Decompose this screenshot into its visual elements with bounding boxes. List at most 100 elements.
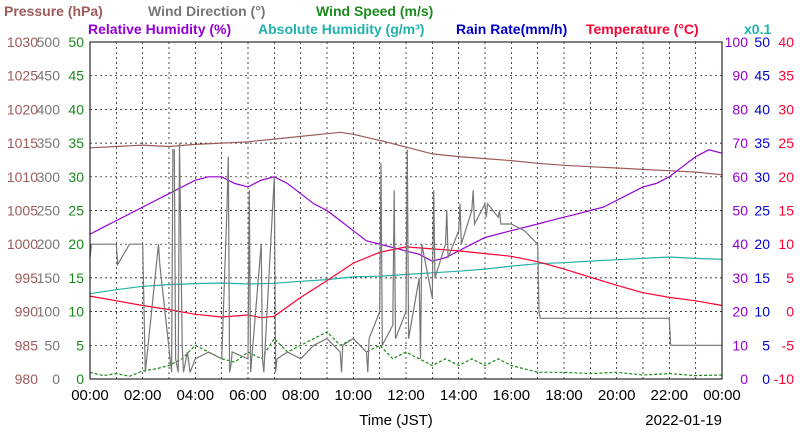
- title-wind_speed: Wind Speed (m/s): [316, 3, 433, 19]
- ytick-pressure: 990: [15, 304, 39, 320]
- title-pressure: Pressure (hPa): [4, 3, 103, 19]
- ytick-wind_speed: 5: [76, 337, 84, 353]
- right-axes: 0102030405060708090100051015202530354045…: [725, 34, 795, 387]
- ytick-wind_speed: 25: [68, 203, 84, 219]
- ytick-rain: 45: [754, 68, 770, 84]
- xtick: 10:00: [335, 387, 373, 404]
- xtick: 14:00: [440, 387, 478, 404]
- xtick: 16:00: [493, 387, 531, 404]
- grid: [90, 42, 722, 379]
- ytick-rel_hum: 60: [732, 169, 748, 185]
- ytick-rain: 25: [754, 203, 770, 219]
- ytick-rel_hum: 80: [732, 101, 748, 117]
- ytick-temp: -10: [774, 371, 794, 387]
- ytick-rain: 50: [754, 34, 770, 50]
- ytick-wind_speed: 10: [68, 304, 84, 320]
- xtick: 02:00: [124, 387, 162, 404]
- ytick-temp: 35: [778, 68, 794, 84]
- ytick-pressure: 1025: [7, 68, 38, 84]
- ytick-rel_hum: 0: [740, 371, 748, 387]
- ytick-temp: 15: [778, 203, 794, 219]
- ytick-temp: 25: [778, 135, 794, 151]
- ytick-pressure: 1030: [7, 34, 38, 50]
- plot-frame: [89, 41, 723, 380]
- ytick-pressure: 1020: [7, 101, 38, 117]
- ytick-wind_speed: 30: [68, 169, 84, 185]
- ytick-wind_dir: 100: [37, 304, 61, 320]
- ytick-wind_speed: 0: [76, 371, 84, 387]
- chart-titles: Pressure (hPa) Wind Direction (°) Wind Spe…: [4, 3, 771, 37]
- ytick-rain: 40: [754, 101, 770, 117]
- ytick-rain: 30: [754, 169, 770, 185]
- ytick-pressure: 1000: [7, 236, 38, 252]
- ytick-wind_dir: 400: [37, 101, 61, 117]
- ytick-wind_speed: 45: [68, 68, 84, 84]
- ytick-wind_dir: 0: [52, 371, 60, 387]
- x-axis-label: Time (JST): [359, 412, 433, 429]
- ytick-rain: 15: [754, 270, 770, 286]
- ytick-pressure: 1010: [7, 169, 38, 185]
- ytick-wind_dir: 150: [37, 270, 61, 286]
- ytick-rel_hum: 20: [732, 304, 748, 320]
- date-label: 2022-01-19: [645, 412, 722, 429]
- ytick-pressure: 1015: [7, 135, 38, 151]
- xtick: 20:00: [598, 387, 636, 404]
- ytick-wind_speed: 50: [68, 34, 84, 50]
- xtick: 22:00: [651, 387, 689, 404]
- ytick-pressure: 985: [15, 337, 39, 353]
- ytick-wind_dir: 350: [37, 135, 61, 151]
- ytick-temp: 10: [778, 236, 794, 252]
- ytick-rain: 35: [754, 135, 770, 151]
- ytick-pressure: 980: [15, 371, 39, 387]
- ytick-wind_speed: 40: [68, 101, 84, 117]
- x-axis: 00:00 02:00 04:00 06:00 08:00 10:00 12:00 14:00…: [71, 387, 741, 404]
- ytick-wind_dir: 250: [37, 203, 61, 219]
- xtick: 04:00: [177, 387, 215, 404]
- title-abs_hum: Absolute Humidity (g/m³): [258, 21, 424, 37]
- ytick-rel_hum: 40: [732, 236, 748, 252]
- ytick-rain: 5: [762, 337, 770, 353]
- series-temp: [89, 246, 723, 319]
- ytick-temp: 30: [778, 101, 794, 117]
- xtick: 06:00: [229, 387, 267, 404]
- xtick: 00:00: [71, 387, 109, 404]
- ytick-wind_dir: 300: [37, 169, 61, 185]
- ytick-rel_hum: 70: [732, 135, 748, 151]
- ytick-rain: 10: [754, 304, 770, 320]
- xtick: 18:00: [545, 387, 583, 404]
- series-layer: [89, 131, 723, 377]
- ytick-temp: 40: [778, 34, 794, 50]
- title-x01: x0.1: [744, 21, 771, 37]
- ytick-rel_hum: 90: [732, 68, 748, 84]
- ytick-wind_dir: 500: [37, 34, 61, 50]
- xtick: 12:00: [387, 387, 425, 404]
- ytick-rel_hum: 50: [732, 203, 748, 219]
- ytick-rel_hum: 30: [732, 270, 748, 286]
- ytick-pressure: 995: [15, 270, 39, 286]
- title-rel_hum: Relative Humidity (%): [88, 21, 231, 37]
- left-axes: 9809859909951000100510101015102010251030…: [7, 34, 84, 387]
- xtick: 00:00: [703, 387, 741, 404]
- ytick-temp: -5: [782, 337, 795, 353]
- ytick-temp: 20: [778, 169, 794, 185]
- ytick-temp: 5: [786, 270, 794, 286]
- ytick-wind_speed: 35: [68, 135, 84, 151]
- ytick-rain: 0: [762, 371, 770, 387]
- ytick-rel_hum: 100: [725, 34, 749, 50]
- title-temp: Temperature (°C): [586, 21, 699, 37]
- xtick: 08:00: [282, 387, 320, 404]
- ytick-wind_dir: 450: [37, 68, 61, 84]
- ytick-rel_hum: 10: [732, 337, 748, 353]
- series-wind_speed: [89, 331, 723, 377]
- ytick-wind_speed: 20: [68, 236, 84, 252]
- ytick-pressure: 1005: [7, 203, 38, 219]
- ytick-wind_dir: 50: [44, 337, 60, 353]
- ytick-wind_speed: 15: [68, 270, 84, 286]
- series-pressure: [89, 131, 723, 176]
- ytick-temp: 0: [786, 304, 794, 320]
- series-wind_dir: [89, 143, 722, 373]
- ytick-wind_dir: 200: [37, 236, 61, 252]
- title-rain: Rain Rate(mm/h): [456, 21, 567, 37]
- title-wind_dir: Wind Direction (°): [148, 3, 265, 19]
